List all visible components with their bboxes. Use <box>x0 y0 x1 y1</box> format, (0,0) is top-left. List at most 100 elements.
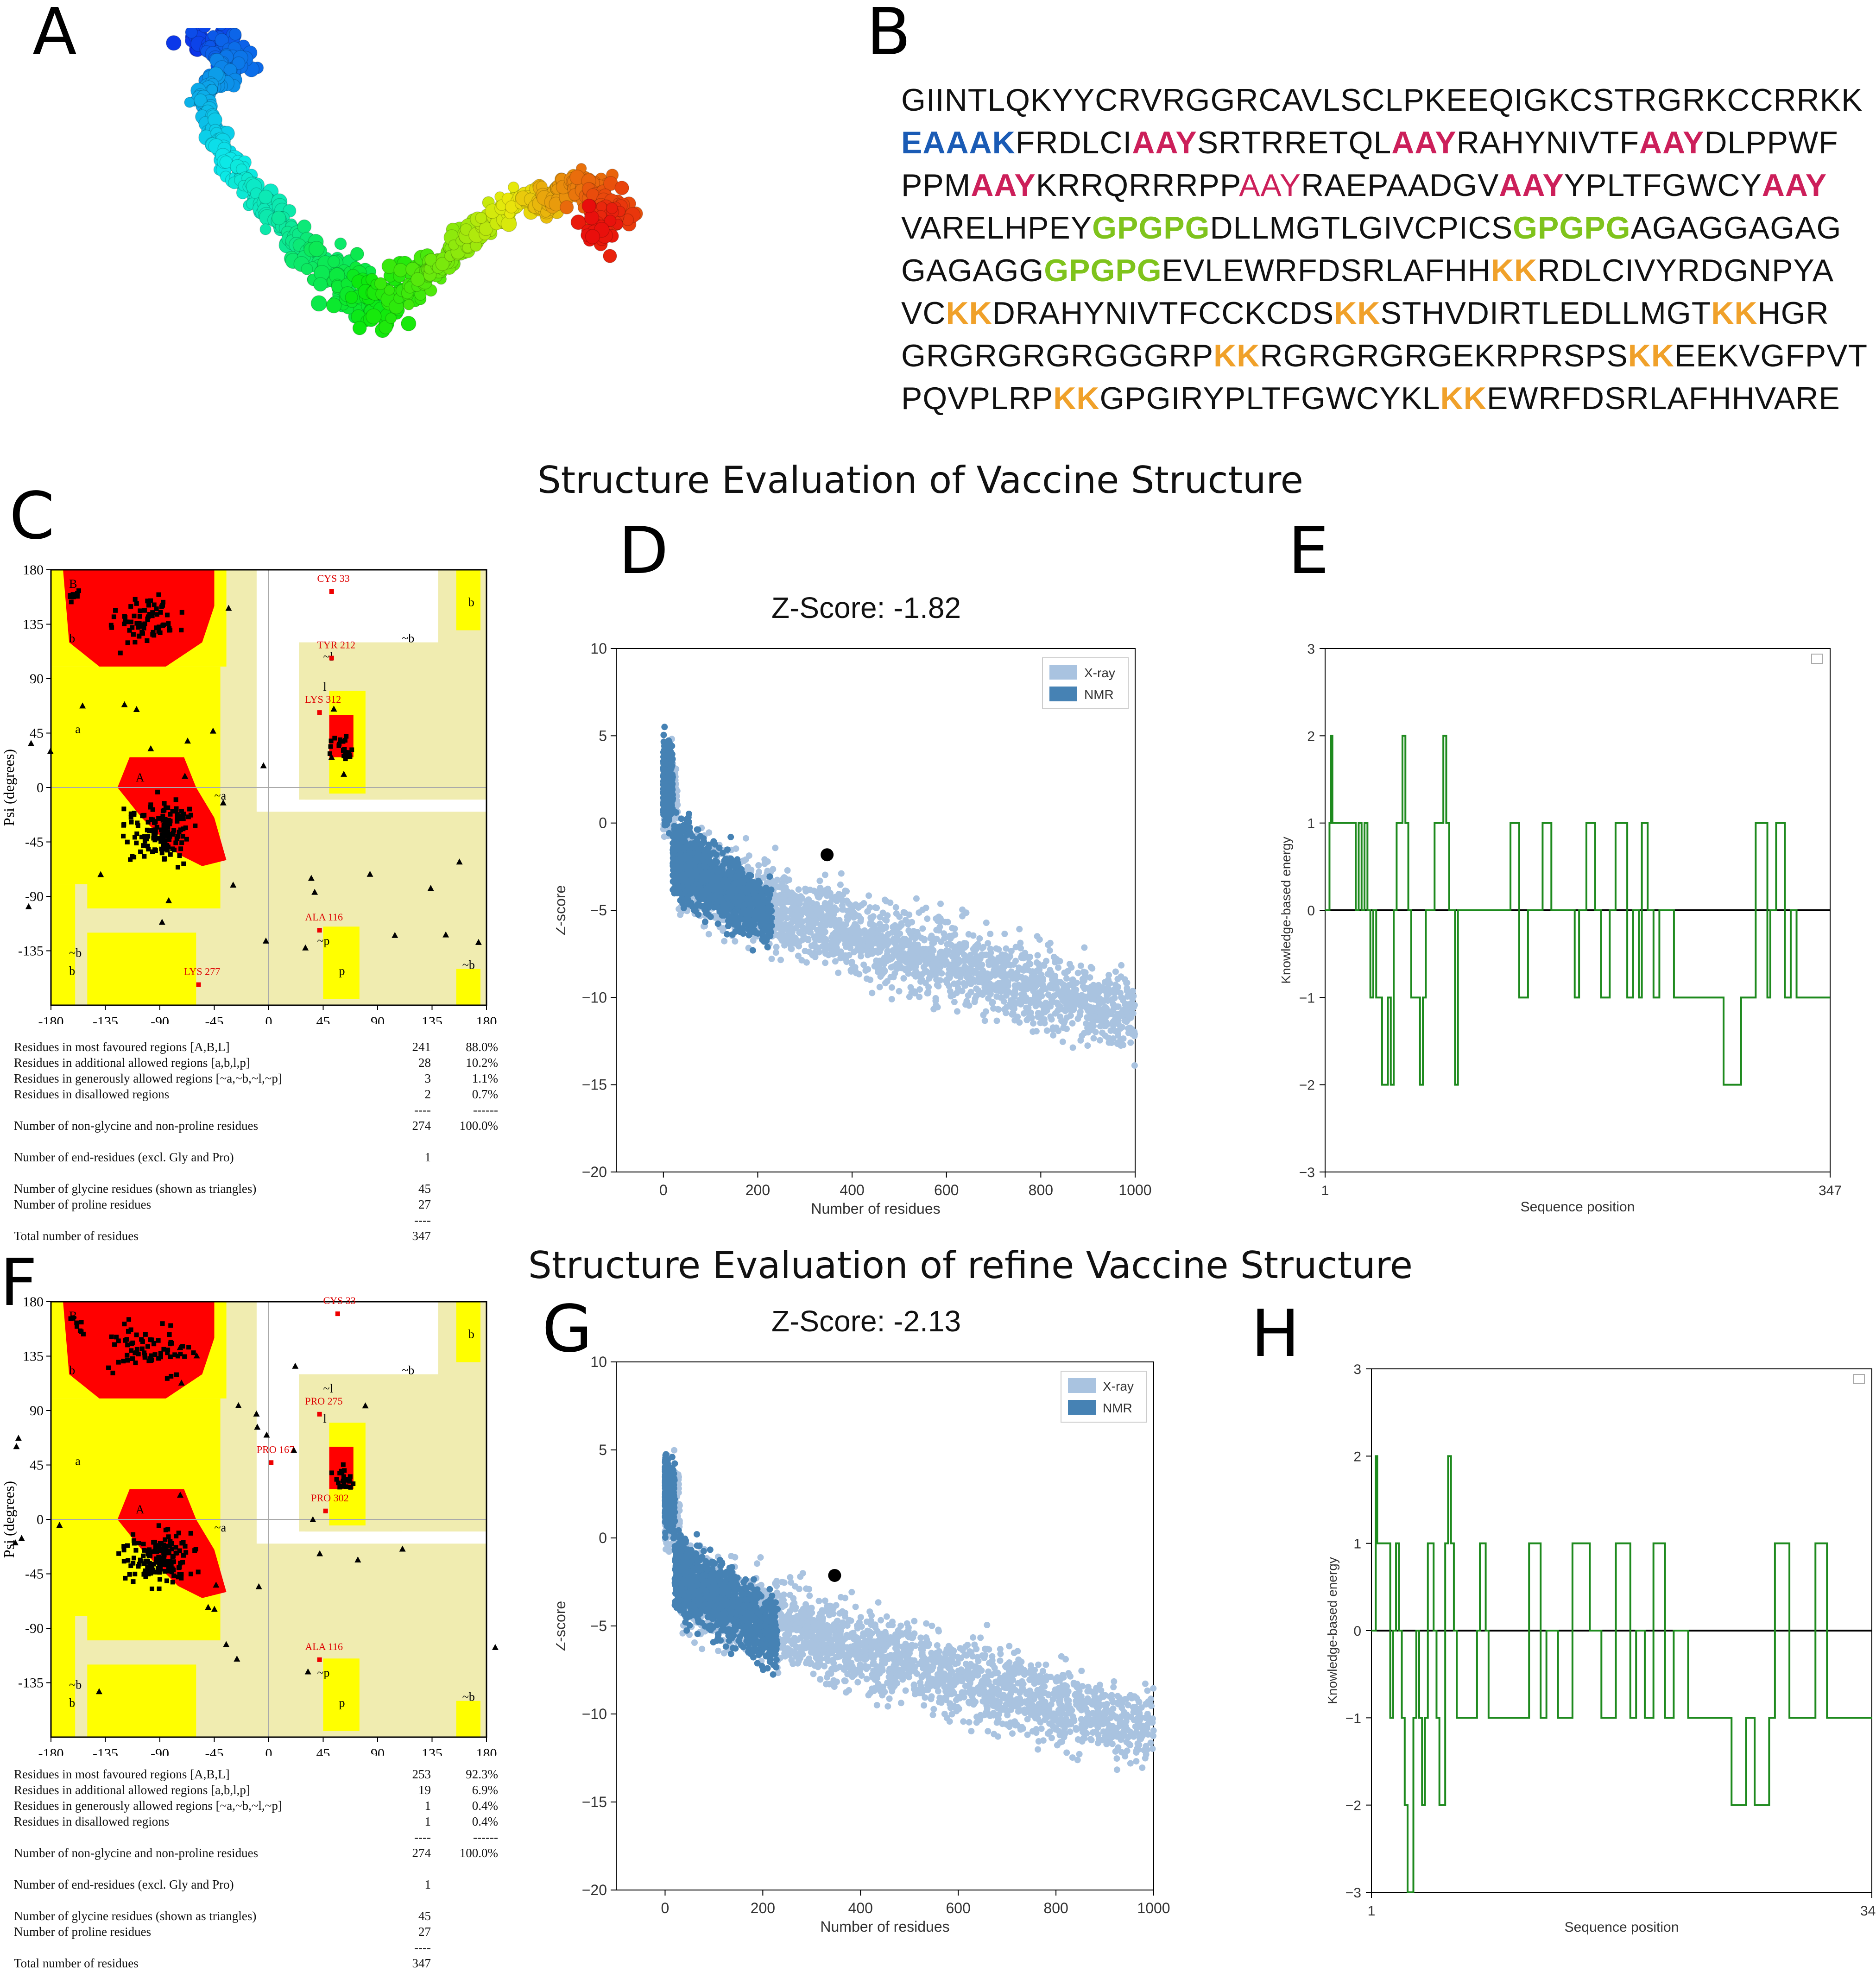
xray-point <box>822 959 828 966</box>
xray-point <box>992 972 998 979</box>
residue-point <box>168 628 172 632</box>
residue-point <box>160 603 165 608</box>
residue-point <box>164 819 169 824</box>
stats-count: 241 <box>394 1040 431 1054</box>
panel-letter-e: E <box>1288 519 1329 584</box>
xray-point <box>982 1017 988 1024</box>
stats-label: Residues in disallowed regions <box>14 1087 169 1102</box>
linker-gpg: GPGPG <box>1044 253 1162 288</box>
x-tick-label: 45 <box>316 1014 330 1024</box>
sequence-line: GAGAGGGPGPGEVLEWRFDSRLAFHHKKRDLCIVYRDGNP… <box>901 249 1868 292</box>
residue-point <box>155 790 160 794</box>
residue-point <box>168 852 173 857</box>
labelled-residue-point <box>317 710 322 715</box>
xray-point <box>827 900 834 906</box>
residue-point <box>173 840 178 845</box>
atom-sphere <box>272 211 286 225</box>
x-tick-label: 180 <box>476 1014 497 1024</box>
x-tick-label: 0 <box>265 1014 272 1024</box>
residue-point <box>113 608 118 613</box>
xray-point <box>893 945 900 952</box>
xray-point <box>1123 1008 1130 1014</box>
xray-point <box>889 984 895 991</box>
xray-point <box>1084 1025 1091 1031</box>
xray-point <box>877 984 883 990</box>
epitope-segment: EEKVGFPVT <box>1674 338 1868 373</box>
xray-point <box>1097 995 1103 1002</box>
atom-sphere <box>314 277 328 291</box>
xray-point <box>952 926 958 932</box>
xray-point <box>831 917 838 924</box>
xray-point <box>801 905 808 912</box>
xray-point <box>706 829 712 836</box>
stats-count: 274 <box>394 1119 431 1133</box>
stats-percent: 0.7% <box>447 1087 498 1102</box>
xray-point <box>1062 970 1069 977</box>
xray-point <box>814 891 821 897</box>
residue-point <box>146 603 151 607</box>
xray-point <box>1067 1012 1074 1019</box>
xray-point <box>961 982 968 989</box>
residue-label: ALA 116 <box>305 911 343 923</box>
xray-point <box>885 931 891 938</box>
xray-point <box>909 963 916 969</box>
xray-point <box>794 912 800 918</box>
xray-point <box>825 888 831 895</box>
xray-point <box>814 934 820 941</box>
nmr-point <box>702 919 708 925</box>
nmr-point <box>766 873 773 880</box>
epitope-segment: RGRGRGRGEKRPRSPS <box>1260 338 1628 373</box>
residue-point <box>142 813 146 818</box>
xray-point <box>1062 1008 1068 1014</box>
xray-point <box>1023 1005 1030 1011</box>
xray-point <box>1055 1002 1061 1008</box>
xray-point <box>843 956 849 962</box>
xray-point <box>1047 967 1053 973</box>
xray-point <box>1030 1028 1036 1035</box>
xray-point <box>1128 1030 1135 1037</box>
xray-point <box>1016 926 1023 932</box>
xray-point <box>1130 988 1136 995</box>
xray-point <box>1073 1000 1080 1006</box>
epitope-segment: DLPPWF <box>1704 125 1838 160</box>
y-tick-label: 45 <box>30 726 44 741</box>
xray-point <box>854 946 861 952</box>
nmr-point <box>727 834 734 840</box>
xray-point <box>943 951 950 958</box>
xray-point <box>864 976 870 982</box>
residue-point <box>121 834 126 838</box>
residue-point <box>193 824 197 828</box>
xray-point <box>957 971 964 978</box>
linker-kk: KK <box>1334 296 1380 331</box>
residue-point <box>139 835 144 839</box>
xray-point <box>854 924 860 930</box>
xray-point <box>933 927 940 933</box>
xray-point <box>837 882 844 888</box>
xray-point <box>858 953 864 959</box>
residue-point <box>131 632 136 637</box>
sequence-line: VARELHPEYGPGPGDLLMGTLGIVCPICSGPGPGAGAGGA… <box>901 207 1868 249</box>
xray-point <box>990 982 996 989</box>
xray-point <box>870 913 877 920</box>
xray-point <box>894 964 901 970</box>
residue-point <box>151 630 156 635</box>
epitope-segment: YPLTFGWCY <box>1564 168 1762 203</box>
residue-point <box>165 806 170 810</box>
residue-point <box>162 856 167 861</box>
residue-point <box>164 845 169 850</box>
nmr-point <box>715 920 721 927</box>
xray-point <box>946 983 952 989</box>
stats-count: ---- <box>394 1213 431 1228</box>
xray-point <box>900 975 907 982</box>
xray-point <box>889 996 895 1002</box>
xray-point <box>1104 1021 1111 1027</box>
xray-point <box>998 965 1004 971</box>
xray-point <box>789 889 795 896</box>
epitope-segment: STHVDIRTLEDLLMGT <box>1381 296 1712 331</box>
xray-point <box>1118 994 1124 1001</box>
residue-point <box>138 608 142 613</box>
xray-point <box>1091 1013 1098 1020</box>
xray-point <box>844 898 850 904</box>
x-tick-label: -90 <box>151 1014 169 1024</box>
